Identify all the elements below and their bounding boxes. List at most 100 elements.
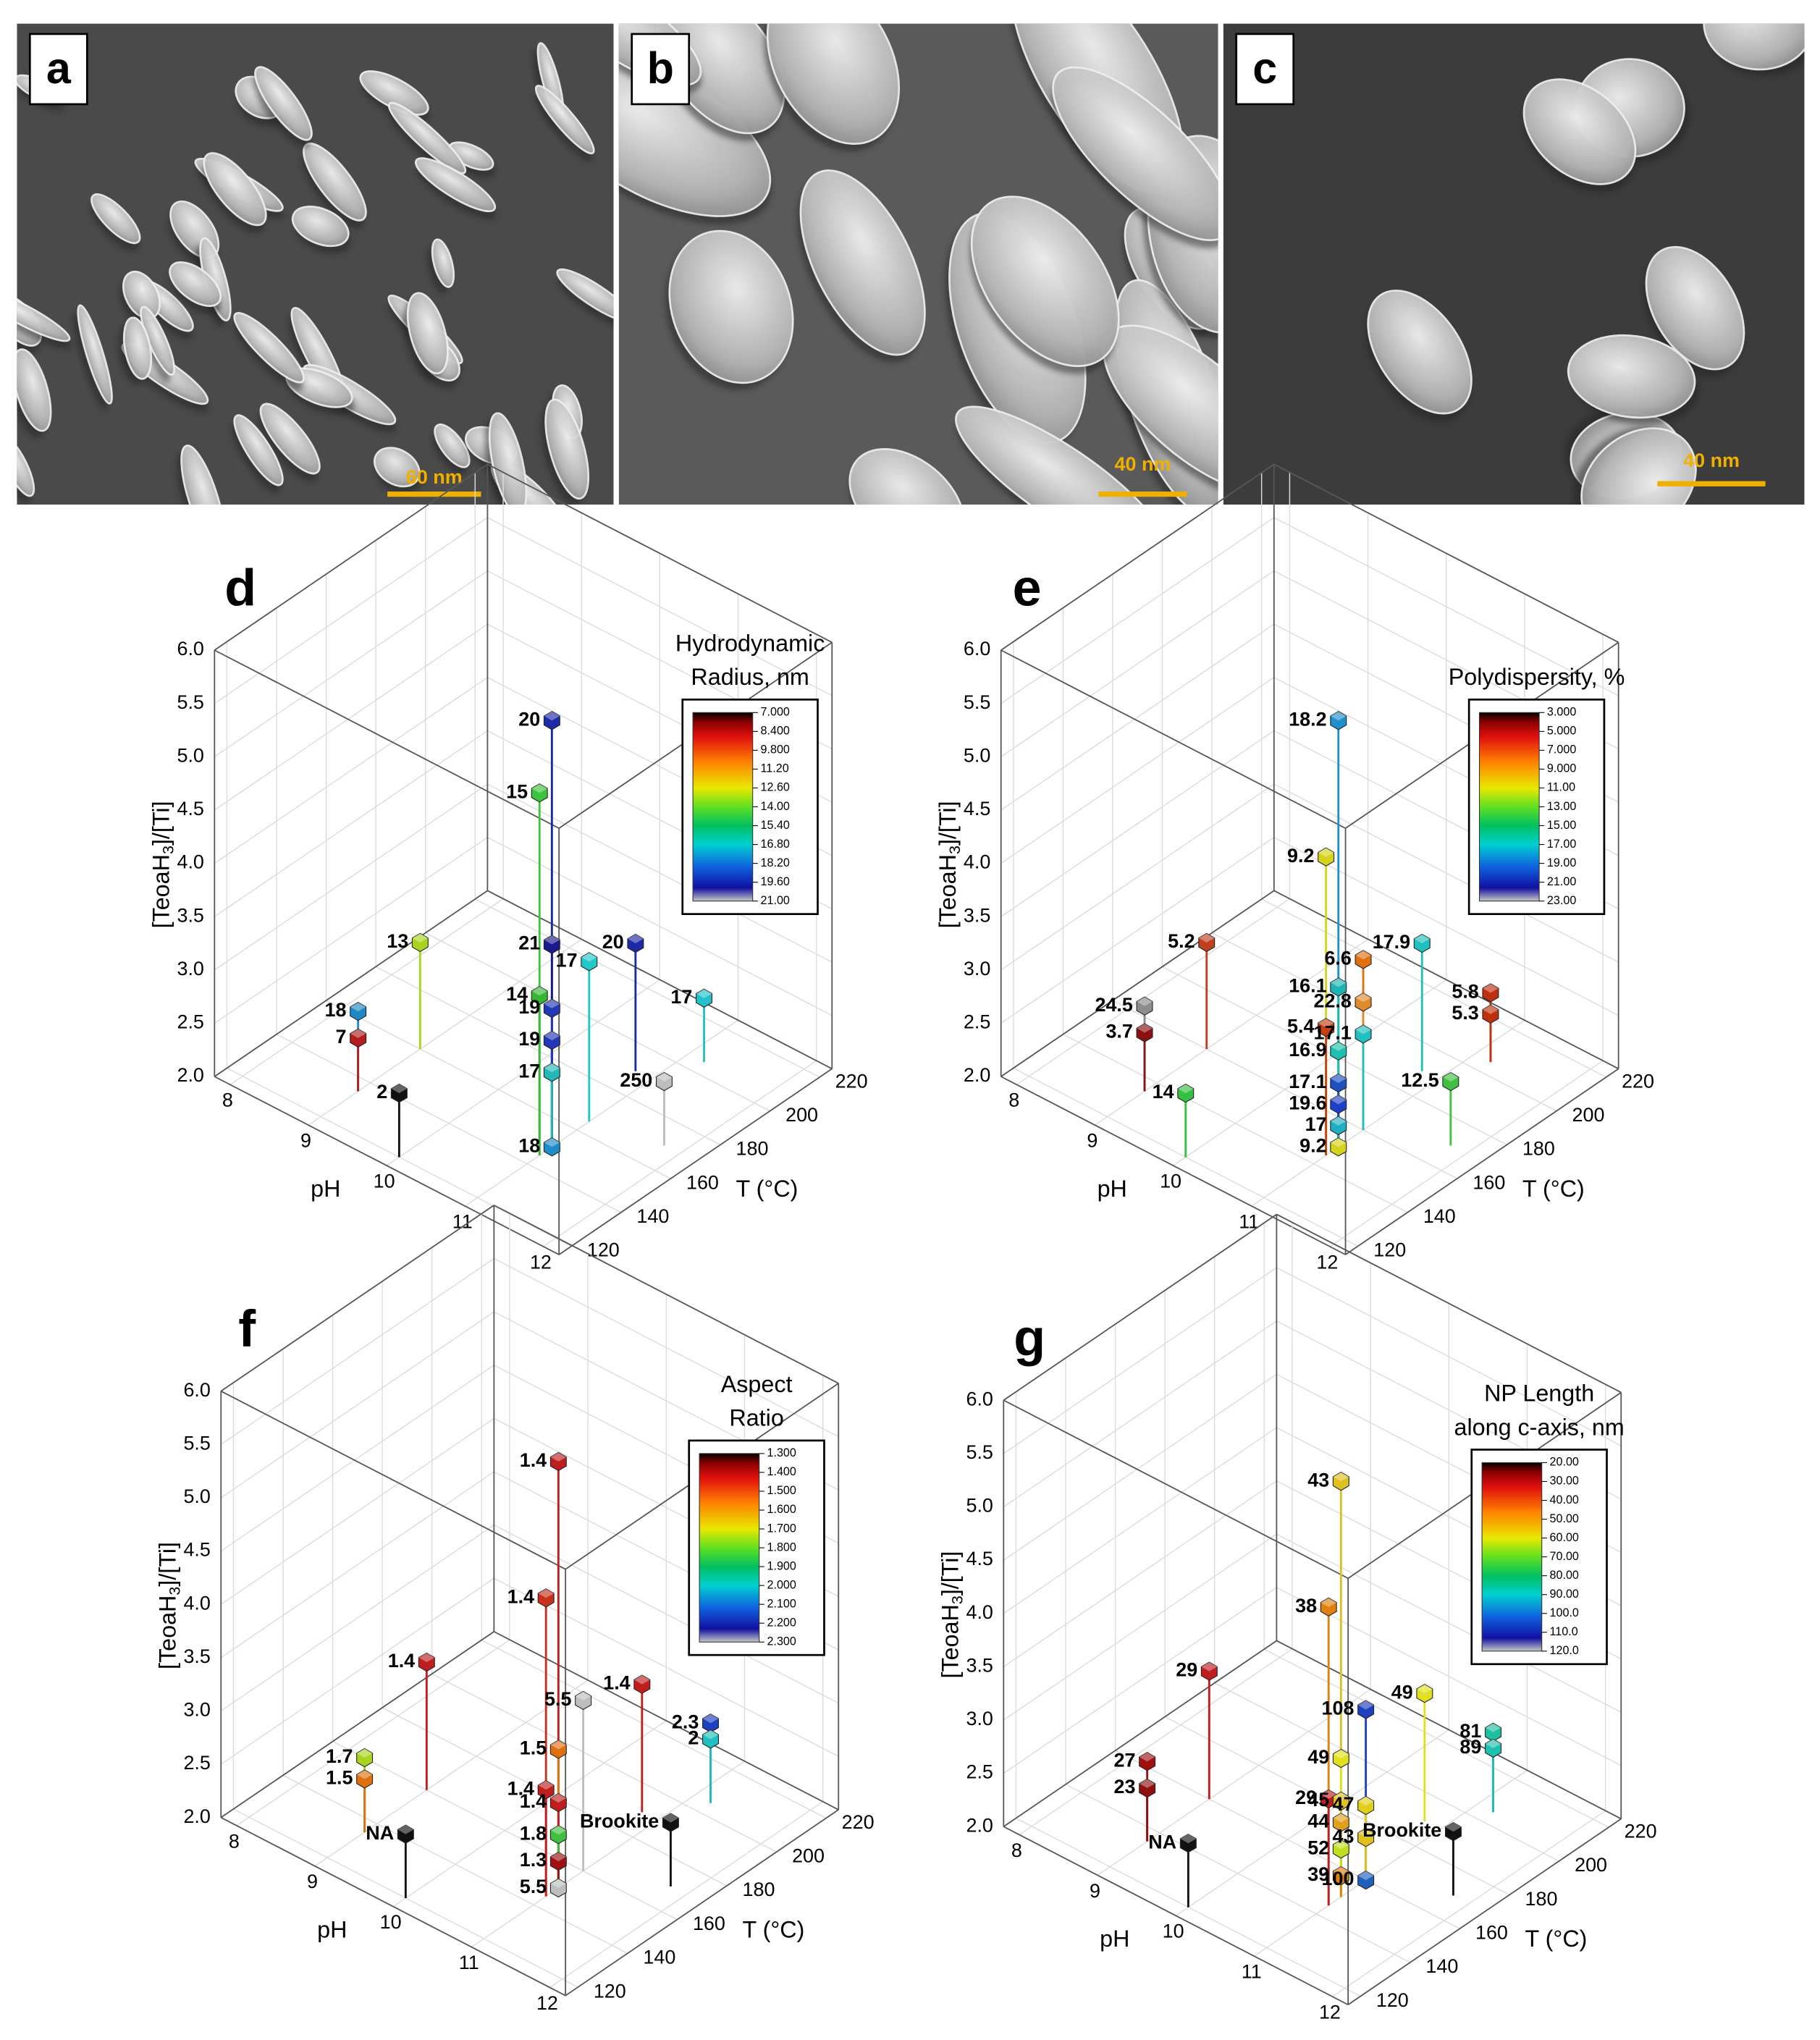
point-cube [531,985,548,1006]
grid-line [1000,677,1275,864]
grid-line [1251,1019,1525,1207]
z-axis-label-part: [TeoaH [154,1596,180,1669]
x-tick-label: 8 [1008,1089,1019,1111]
point-label: 29 [1295,1787,1317,1808]
grid-line [1115,1750,1460,1929]
sem-background [1223,23,1805,505]
panel-label-box [1235,33,1295,106]
cube-highlight [1333,1792,1349,1801]
colorbar-tick-label: 21.00 [1547,875,1576,888]
point-cube [1332,1813,1349,1832]
colorbar-tick-label: 5.000 [1547,725,1576,738]
grid-line [1276,1587,1622,1766]
scale-bar-label: 40 nm [1115,453,1171,475]
point-label: 2 [376,1081,387,1103]
z-tick-label: 3.5 [964,904,990,926]
grid-line [1214,1682,1559,1862]
y-tick-label: 220 [835,1070,868,1092]
point-label: 23 [1114,1776,1136,1797]
box-edge [1000,1076,1346,1255]
point-cube [1177,1083,1195,1103]
particle [1522,78,1637,185]
z-axis-label: [TeoaH3]/[Ti] [934,801,963,928]
colorbar-tick-label: 21.00 [760,894,789,907]
point-label: 19.6 [1289,1092,1326,1114]
z-tick-label: 5.5 [183,1432,210,1454]
grid-line [220,1577,494,1765]
colorbar-title: along c-axis, nm [1454,1414,1624,1440]
z-tick-label: 3.0 [177,958,203,979]
colorbar-tick-label: 7.000 [1547,743,1576,756]
grid-line [308,938,582,1126]
grid-line [220,1471,494,1658]
z-tick-label: 4.0 [183,1592,210,1614]
point-label: 47 [1333,1793,1355,1815]
z-tick-label: 6.0 [964,638,990,659]
point-cube [1320,1597,1337,1617]
grid-line [1003,1587,1277,1774]
sem-image [17,23,614,505]
box-edge [565,1809,839,1997]
colorbar-gradient [699,1453,760,1643]
particle [122,316,153,380]
point-label: 1.4 [520,1790,547,1812]
grid-line [1273,517,1619,696]
particle [544,398,590,500]
box-edge [1276,1213,1622,1394]
cube-highlight [1318,848,1334,857]
y-tick-label: 120 [594,1980,626,2002]
cube-highlight [627,934,644,944]
cube-highlight [1355,950,1371,960]
point-cube [531,783,548,803]
colorbar-tick-label: 1.700 [767,1522,796,1535]
z-tick-label: 4.0 [966,1601,993,1623]
point-label: 44 [1307,1810,1329,1832]
z-tick-label: 3.5 [177,904,203,926]
point-cube [543,998,560,1019]
cube-highlight [1357,1700,1374,1710]
cube-highlight [1357,1828,1374,1838]
colorbar-tick-label: 11.00 [1547,781,1575,794]
colorbar-tick-label: 9.000 [1547,762,1576,775]
grid-line [494,1524,839,1704]
particle [415,157,497,213]
point-label: 2.3 [672,1711,699,1732]
point-label: 27 [1114,1749,1136,1771]
z-tick-label: 6.0 [966,1388,993,1409]
colorbar-tick-label: 70.00 [1549,1550,1578,1563]
x-axis-label: pH [1100,1926,1129,1952]
panel-label-box [631,33,691,106]
point-label: 1.4 [388,1650,415,1672]
z-tick-label: 3.5 [966,1654,993,1676]
box-edge [1003,1399,1349,1580]
point-label: 43 [1307,1469,1329,1491]
grid-line [214,783,488,971]
grid-line [1276,1533,1622,1713]
z-axis-label-part: [TeoaH [148,854,174,928]
point-cube [1482,983,1499,1003]
point-label: 9.2 [1299,1134,1326,1156]
grid-line [1000,783,1275,971]
point-cube [1357,1828,1375,1847]
z-tick-label: 5.0 [183,1485,210,1507]
cube-highlight [1333,1866,1349,1876]
colorbar-tick-label: 1.400 [767,1465,796,1478]
point-cube [1198,932,1216,953]
cube-highlight [702,1729,719,1740]
grid-line [481,1639,827,1819]
y-tick-label: 160 [1475,1921,1508,1943]
point-cube [1444,1821,1462,1842]
particle [1580,427,1697,505]
cube-highlight [1357,1871,1374,1881]
grid-line [1273,837,1619,1016]
point-label: 2 [688,1727,699,1748]
point-label: 6.6 [1324,947,1351,969]
grid-line [543,1060,817,1247]
z-tick-label: 4.0 [964,851,990,873]
cube-highlight [1485,1739,1501,1748]
particle [291,206,350,248]
colorbar-tick-label: 1.300 [767,1446,796,1459]
box-edge [558,1068,833,1255]
z-axis-label-part: ]/[Ti] [154,1542,180,1587]
grid-line [487,783,833,963]
